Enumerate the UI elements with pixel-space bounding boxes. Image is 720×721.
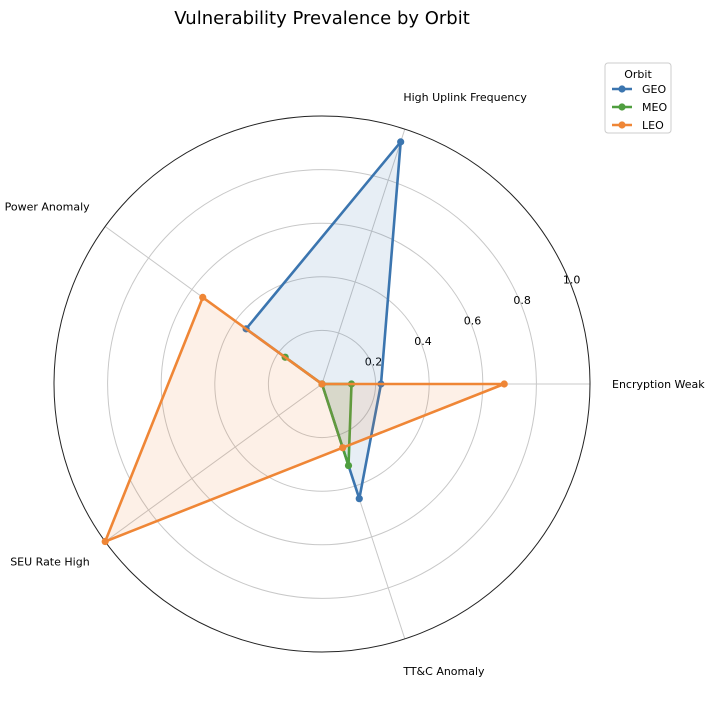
data-point-leo	[199, 293, 207, 301]
grid-spoke	[321, 128, 406, 385]
data-point-leo	[500, 380, 508, 388]
legend: Orbit GEO MEO LEO	[604, 62, 672, 134]
legend-title: Orbit	[624, 68, 652, 81]
legend-label-meo: MEO	[642, 101, 667, 114]
axis-labels: Encryption Weak High Uplink Frequency Powe…	[5, 91, 706, 678]
radar-series	[101, 138, 508, 546]
legend-label-leo: LEO	[642, 119, 664, 132]
data-point-leo	[339, 444, 347, 452]
legend-marker-meo	[618, 103, 626, 111]
series-fill-geo	[246, 141, 401, 499]
data-point-meo	[344, 461, 353, 470]
legend-items: GEO MEO LEO	[612, 83, 667, 132]
chart-title: Vulnerability Prevalence by Orbit	[174, 8, 470, 29]
radial-tick-label: 0.2	[365, 355, 383, 368]
outer-frame	[53, 115, 591, 653]
category-label: Power Anomaly	[5, 200, 90, 213]
data-point-leo	[101, 537, 109, 546]
legend-marker-leo	[618, 121, 626, 129]
legend-marker-geo	[618, 85, 626, 93]
series-line-leo	[103, 296, 506, 543]
category-label: Encryption Weak	[612, 378, 705, 391]
data-point-geo	[355, 495, 363, 503]
radial-tick-label: 1.0	[563, 273, 581, 286]
series-fill-leo	[105, 297, 505, 542]
grid-spoke	[104, 383, 323, 542]
data-point-geo	[397, 138, 405, 146]
category-label: TT&C Anomaly	[402, 665, 485, 678]
radial-tick-label: 0.6	[464, 314, 482, 327]
legend-label-geo: GEO	[642, 83, 666, 96]
category-label: SEU Rate High	[10, 556, 90, 569]
radial-tick-label: 0.4	[414, 335, 432, 348]
legend-frame	[604, 62, 672, 134]
radial-tick-label: 0.8	[513, 294, 531, 307]
data-point-leo	[318, 380, 326, 388]
category-label: High Uplink Frequency	[403, 91, 527, 104]
